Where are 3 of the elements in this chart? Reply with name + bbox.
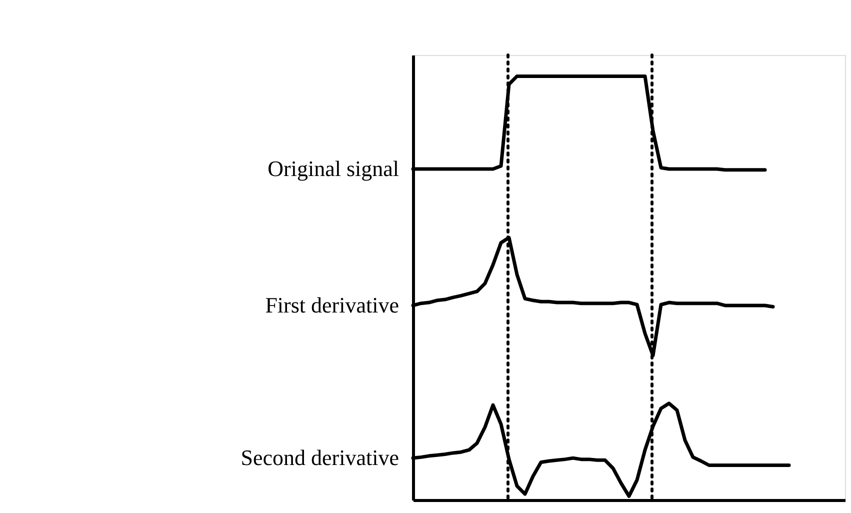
series-label: Second derivative: [240, 445, 399, 470]
series-label: Original signal: [268, 156, 399, 182]
series-label: First derivative: [265, 292, 399, 318]
